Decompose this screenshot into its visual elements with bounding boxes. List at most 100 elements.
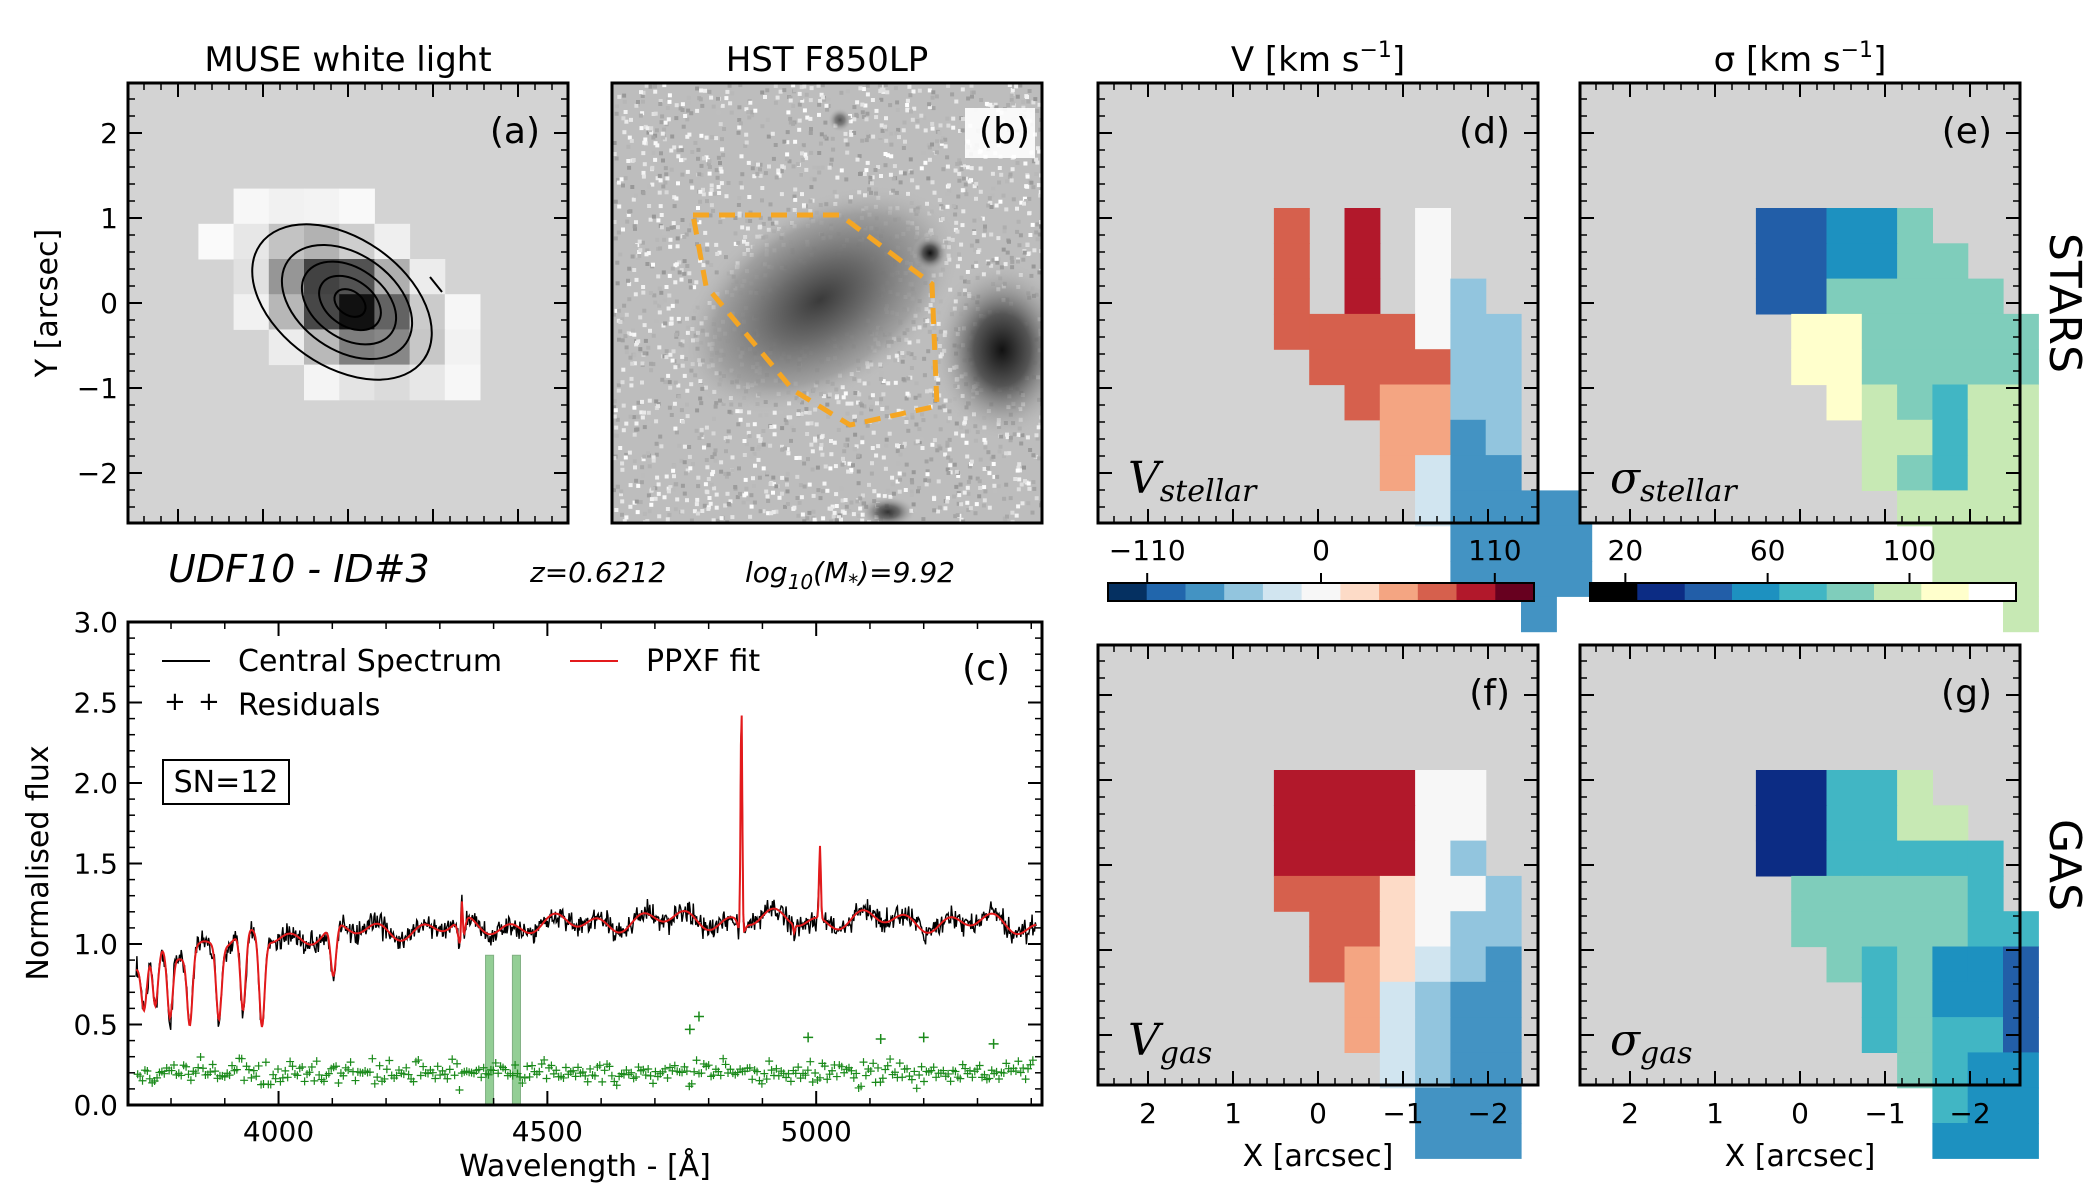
hst-noise-pixel: [797, 455, 802, 460]
hst-noise-pixel: [648, 84, 653, 89]
hst-noise-pixel: [1035, 436, 1040, 441]
hst-noise-pixel: [931, 106, 936, 111]
hst-noise-pixel: [991, 186, 996, 191]
residual-point: [586, 1064, 595, 1073]
hst-noise-pixel: [685, 498, 689, 503]
hst-noise-pixel: [874, 115, 879, 120]
hst-noise-pixel: [854, 112, 859, 117]
hst-noise-pixel: [969, 462, 973, 466]
hst-noise-pixel: [862, 404, 867, 409]
hst-noise-pixel: [883, 163, 888, 168]
residual-point: [515, 1072, 524, 1081]
hst-noise-pixel: [795, 474, 800, 479]
hst-noise-pixel: [811, 509, 816, 514]
hst-noise-pixel: [737, 118, 742, 122]
hst-noise-pixel: [730, 515, 735, 520]
residual-point: [975, 1061, 984, 1070]
panel-f-xtick-label: −2: [1467, 1097, 1508, 1130]
hst-noise-pixel: [650, 165, 655, 170]
residual-point: [803, 1066, 812, 1075]
hst-noise-pixel: [795, 496, 800, 500]
map-pixel-block: [1344, 208, 1381, 244]
residual-point: [307, 1062, 316, 1071]
hst-noise-pixel: [839, 168, 844, 173]
hst-noise-pixel: [981, 233, 986, 238]
panel-g-xlabel: X [arcsec]: [1725, 1139, 1876, 1174]
hst-noise-pixel: [686, 95, 691, 100]
residual-point: [627, 1068, 636, 1077]
hst-noise-pixel: [695, 408, 700, 413]
hst-noise-pixel: [945, 155, 950, 160]
hst-noise-pixel: [852, 414, 857, 419]
hst-noise-pixel: [784, 421, 789, 426]
hst-noise-pixel: [906, 351, 911, 356]
panel-a-ylabel: Y [arcsec]: [30, 229, 65, 378]
hst-noise-pixel: [808, 131, 813, 135]
hst-noise-pixel: [888, 415, 893, 420]
hst-noise-pixel: [654, 419, 659, 424]
panel-a-ytick-label: 1: [100, 202, 118, 235]
hst-noise-pixel: [678, 145, 683, 150]
hst-noise-pixel: [618, 169, 623, 174]
hst-noise-pixel: [785, 447, 790, 452]
map-pixel-block: [1450, 455, 1522, 491]
hst-noise-pixel: [819, 435, 824, 440]
velocity-colorbar-tick-label: −110: [1109, 534, 1186, 567]
hst-noise-pixel: [687, 445, 692, 449]
hst-bottom-source: [860, 496, 916, 523]
hst-noise-pixel: [869, 181, 874, 186]
hst-noise-pixel: [667, 93, 672, 98]
velocity-column-title: V [km s−1]: [1231, 38, 1405, 80]
hst-noise-pixel: [695, 86, 700, 91]
hst-noise-pixel: [825, 107, 830, 112]
hst-noise-pixel: [879, 397, 884, 402]
hst-noise-pixel: [1002, 225, 1007, 230]
hst-noise-pixel: [969, 459, 974, 464]
hst-noise-pixel: [1002, 496, 1007, 501]
residual-point: [861, 1071, 870, 1080]
hst-noise-pixel: [718, 122, 723, 127]
hst-noise-pixel: [913, 395, 918, 400]
hst-noise-pixel: [769, 511, 774, 516]
hst-noise-pixel: [869, 471, 874, 476]
hst-noise-pixel: [773, 100, 778, 105]
hst-noise-pixel: [693, 140, 698, 145]
panel-d-letter: (d): [1459, 111, 1510, 152]
map-pixel-block: [1344, 278, 1381, 315]
hst-noise-pixel: [616, 382, 621, 387]
hst-noise-pixel: [777, 173, 782, 178]
hst-noise-pixel: [659, 225, 664, 230]
hst-noise-pixel: [839, 90, 844, 95]
hst-noise-pixel: [612, 220, 617, 224]
hst-noise-pixel: [855, 492, 860, 496]
hst-noise-pixel: [931, 90, 936, 95]
residual-point: [590, 1071, 599, 1080]
spectrum-series: [133, 715, 1037, 1105]
hst-noise-pixel: [752, 484, 756, 488]
residual-point: [520, 1073, 529, 1082]
residual-point: [211, 1067, 220, 1076]
hst-noise-pixel: [620, 380, 625, 385]
hst-noise-pixel: [696, 168, 701, 173]
hst-noise-pixel: [662, 298, 667, 303]
hst-noise-pixel: [760, 198, 764, 203]
residual-point: [946, 1077, 955, 1086]
hst-noise-pixel: [680, 102, 685, 107]
hst-noise-pixel: [976, 250, 981, 254]
hst-noise-pixel: [901, 146, 906, 150]
hst-noise-pixel: [706, 443, 711, 448]
hst-noise-pixel: [819, 92, 824, 97]
hst-noise-pixel: [615, 484, 620, 489]
hst-noise-pixel: [711, 518, 716, 523]
map-pixel-block: [1932, 490, 2039, 527]
hst-noise-pixel: [804, 92, 809, 97]
hst-noise-pixel: [634, 478, 639, 483]
hst-noise-pixel: [1001, 454, 1006, 459]
residual-point: [811, 1069, 820, 1077]
hst-noise-pixel: [1031, 185, 1036, 190]
hst-noise-pixel: [988, 201, 993, 205]
hst-noise-pixel: [709, 203, 714, 208]
hst-noise-pixel: [896, 127, 901, 132]
map-pixel-block: [1450, 911, 1522, 948]
hst-noise-pixel: [1022, 250, 1027, 255]
